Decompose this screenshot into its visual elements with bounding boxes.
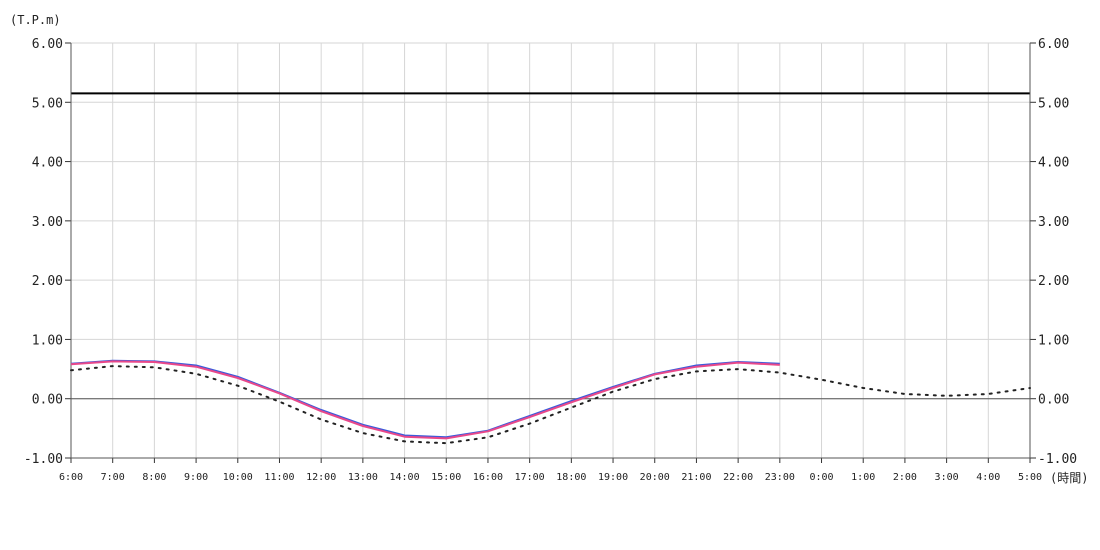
y-tick-label-left: 4.00 bbox=[32, 156, 63, 171]
x-tick-label: 13:00 bbox=[348, 472, 378, 483]
x-tick-label: 4:00 bbox=[976, 472, 1000, 483]
x-tick-label: 8:00 bbox=[142, 472, 166, 483]
tick-labels: 6.00 6.00 5.00 5.00 4.00 4.00 3.00 3.00 2.00 2.00… bbox=[24, 37, 1077, 483]
x-axis-unit-label: (時間) bbox=[1050, 471, 1088, 485]
y-tick-label-right: -1.00 bbox=[1038, 452, 1077, 467]
y-tick-label-right: 0.00 bbox=[1038, 393, 1069, 408]
y-tick-label-left: -1.00 bbox=[24, 452, 63, 467]
x-tick-label: 18:00 bbox=[556, 472, 586, 483]
x-tick-label: 10:00 bbox=[223, 472, 253, 483]
y-tick-label-left: 6.00 bbox=[32, 37, 63, 52]
x-tick-label: 17:00 bbox=[515, 472, 545, 483]
y-tick-label-left: 2.00 bbox=[32, 274, 63, 289]
axes bbox=[65, 42, 1036, 463]
y-tick-label-left: 5.00 bbox=[32, 96, 63, 111]
y-tick-label-right: 4.00 bbox=[1038, 156, 1069, 171]
y-tick-label-right: 2.00 bbox=[1038, 274, 1069, 289]
y-tick-label-right: 3.00 bbox=[1038, 215, 1069, 230]
x-tick-label: 5:00 bbox=[1018, 472, 1042, 483]
x-tick-label: 15:00 bbox=[431, 472, 461, 483]
y-tick-label-right: 5.00 bbox=[1038, 96, 1069, 111]
y-tick-label-left: 0.00 bbox=[32, 393, 63, 408]
x-tick-label: 7:00 bbox=[101, 472, 125, 483]
y-tick-label-right: 1.00 bbox=[1038, 333, 1069, 348]
y-axis-unit-label: (T.P.m) bbox=[10, 13, 61, 27]
x-tick-label: 21:00 bbox=[681, 472, 711, 483]
x-tick-label: 6:00 bbox=[59, 472, 83, 483]
series-line-3 bbox=[70, 365, 1031, 445]
x-tick-label: 20:00 bbox=[640, 472, 670, 483]
x-tick-label: 11:00 bbox=[264, 472, 294, 483]
x-tick-label: 14:00 bbox=[390, 472, 420, 483]
x-tick-label: 16:00 bbox=[473, 472, 503, 483]
series-lines bbox=[70, 359, 1031, 445]
x-tick-label: 9:00 bbox=[184, 472, 208, 483]
x-tick-label: 1:00 bbox=[851, 472, 875, 483]
x-tick-label: 0:00 bbox=[809, 472, 833, 483]
x-tick-label: 22:00 bbox=[723, 472, 753, 483]
y-tick-label-left: 3.00 bbox=[32, 215, 63, 230]
x-tick-label: 3:00 bbox=[935, 472, 959, 483]
series-line-2 bbox=[70, 360, 780, 440]
x-tick-label: 23:00 bbox=[765, 472, 795, 483]
reference-lines bbox=[71, 92, 1030, 400]
y-tick-label-right: 6.00 bbox=[1038, 37, 1069, 52]
x-tick-label: 19:00 bbox=[598, 472, 628, 483]
x-tick-label: 2:00 bbox=[893, 472, 917, 483]
grid-layer bbox=[71, 42, 1030, 459]
x-tick-label: 12:00 bbox=[306, 472, 336, 483]
y-tick-label-left: 1.00 bbox=[32, 333, 63, 348]
